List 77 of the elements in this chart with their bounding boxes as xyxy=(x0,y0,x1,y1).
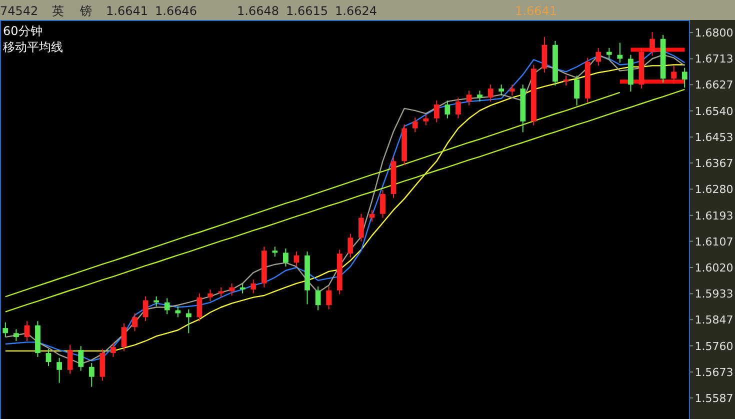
candlestick xyxy=(186,308,192,334)
candlestick xyxy=(671,65,677,84)
candlestick xyxy=(142,296,148,322)
candlestick xyxy=(682,67,688,88)
candlestick xyxy=(434,100,440,123)
candlestick xyxy=(67,344,73,374)
text: 1.6641 xyxy=(106,4,148,18)
candlestick xyxy=(2,322,8,338)
candlestick xyxy=(196,292,202,322)
candlestick xyxy=(488,84,494,102)
candlestick xyxy=(110,342,116,358)
line-series xyxy=(4,88,686,312)
y-tick-label: 1.6540 xyxy=(694,104,734,118)
candlestick xyxy=(24,320,30,342)
candlestick xyxy=(229,282,234,296)
y-tick-label: 1.5760 xyxy=(694,340,734,353)
y-tick-label: 1.5673 xyxy=(694,366,734,380)
y-tick-label: 1.6627 xyxy=(694,78,734,92)
candlestick xyxy=(466,90,472,106)
text: 英 xyxy=(52,4,64,18)
candlestick xyxy=(369,209,375,222)
text: 1.6624 xyxy=(335,4,377,18)
y-tick-label: 1.6193 xyxy=(694,209,734,222)
y-tick-label: 1.6280 xyxy=(694,183,734,196)
y-tick-label: 1.6713 xyxy=(694,52,734,66)
text: 1.6646 xyxy=(155,4,197,18)
text: 镑 xyxy=(79,4,92,18)
candlestick xyxy=(164,298,170,315)
candlestick xyxy=(477,90,482,102)
candlestick xyxy=(56,357,62,384)
candlestick xyxy=(100,348,106,382)
candlestick xyxy=(272,246,278,258)
candlestick xyxy=(175,306,181,318)
candlestick xyxy=(46,348,52,366)
line-series xyxy=(4,92,621,298)
y-tick-label: 1.6367 xyxy=(694,156,734,170)
candlestick xyxy=(358,213,364,242)
y-tick-label: 1.6020 xyxy=(694,261,734,274)
candlestick xyxy=(444,100,450,119)
candlestick xyxy=(498,84,504,96)
candlestick xyxy=(121,322,127,352)
candlestick xyxy=(542,36,548,74)
candlestick xyxy=(574,75,580,106)
candlestick xyxy=(78,346,84,372)
candlestick xyxy=(13,328,19,342)
candlestick xyxy=(240,282,246,294)
text: 移动平均线 xyxy=(3,40,63,54)
y-tick-label: 1.5847 xyxy=(694,314,734,327)
text: 1.6615 xyxy=(286,4,328,18)
y-tick-label: 1.6800 xyxy=(694,26,734,40)
candlestick xyxy=(294,251,300,268)
candlestick xyxy=(456,97,461,119)
candlestick xyxy=(606,47,612,60)
candlestick xyxy=(617,42,623,64)
candlestick xyxy=(348,233,354,258)
candlestick xyxy=(423,114,429,126)
candlestick xyxy=(88,362,94,388)
text: 1.6641 xyxy=(515,4,557,18)
y-tick-label: 1.5587 xyxy=(694,392,734,405)
text: 1.6648 xyxy=(237,4,279,18)
candlestick xyxy=(326,286,332,310)
y-tick-label: 1.5933 xyxy=(694,288,734,301)
text: 74542 xyxy=(0,4,38,18)
candlestick xyxy=(596,47,602,66)
candlestick xyxy=(283,248,288,268)
candlestick xyxy=(250,279,256,294)
candlestick xyxy=(650,31,655,56)
candlestick xyxy=(154,296,160,307)
candlestick xyxy=(208,288,213,302)
candlestick xyxy=(412,116,418,133)
y-tick-label: 1.6453 xyxy=(694,131,734,144)
candlestick xyxy=(132,312,138,332)
chart-title: 60分钟 xyxy=(3,24,42,38)
y-tick-label: 1.6107 xyxy=(694,235,734,248)
candlestick xyxy=(380,190,386,218)
candlestick xyxy=(509,84,515,96)
candlestick xyxy=(315,286,321,311)
